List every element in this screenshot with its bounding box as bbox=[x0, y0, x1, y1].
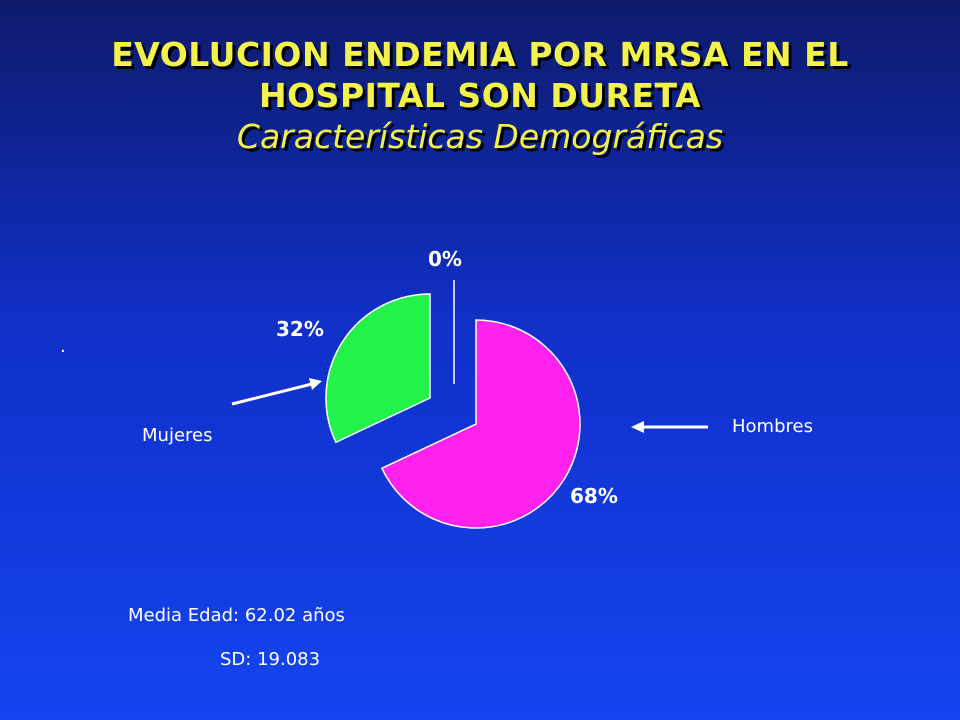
title-line-1: EVOLUCION ENDEMIA POR MRSA EN EL bbox=[111, 35, 849, 74]
title-line-2: HOSPITAL SON DURETA bbox=[259, 76, 701, 115]
pie-slice-0 bbox=[380, 319, 581, 529]
legend-label-mujeres: Mujeres bbox=[142, 425, 213, 446]
mujeres-arrow bbox=[231, 378, 322, 406]
subtitle: Características Demográficas bbox=[236, 117, 724, 156]
slice-value-label-1: 32% bbox=[276, 317, 324, 341]
stray-dot: . bbox=[60, 336, 66, 357]
pie-slice-1 bbox=[325, 293, 431, 444]
slice-value-label-2: 68% bbox=[570, 484, 618, 508]
slice-value-label-0: 0% bbox=[428, 247, 462, 271]
legend-label-hombres: Hombres bbox=[732, 416, 813, 437]
mean-age-stat: Media Edad: 62.02 años bbox=[128, 605, 345, 626]
sd-stat: SD: 19.083 bbox=[220, 649, 321, 670]
slide-title: EVOLUCION ENDEMIA POR MRSA EN EL HOSPITA… bbox=[40, 34, 920, 158]
hombres-arrow bbox=[631, 421, 708, 433]
